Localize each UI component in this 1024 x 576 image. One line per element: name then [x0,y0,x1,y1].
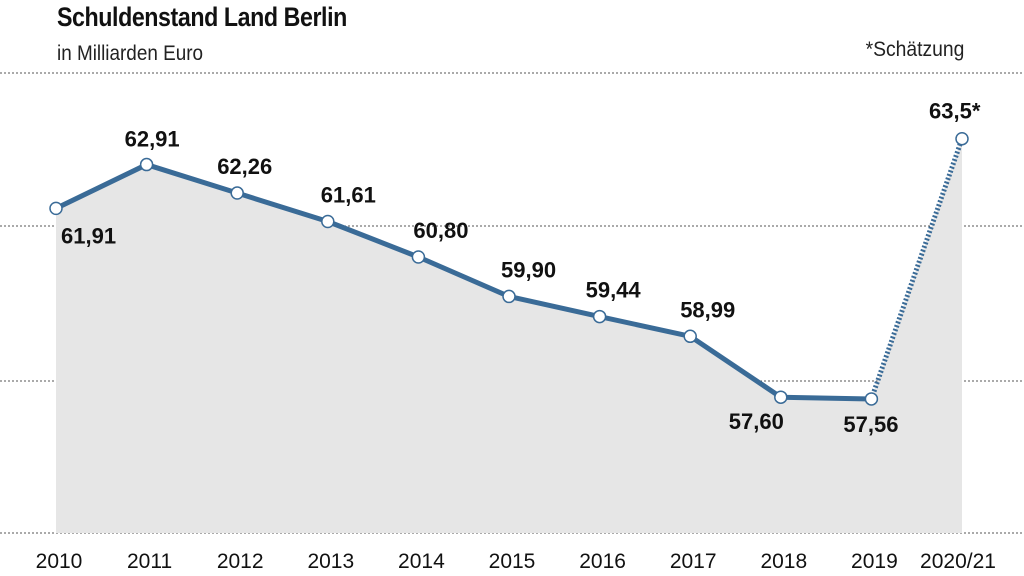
chart-title: Schuldenstand Land Berlin [57,2,347,32]
data-label: 62,26 [217,154,272,179]
data-point [411,250,426,264]
data-point [502,289,516,304]
data-label: 58,99 [680,297,735,322]
data-label: 59,44 [586,278,642,303]
x-tick-label: 2019 [851,550,898,573]
x-tick-label: 2011 [127,550,172,573]
data-label: 62,91 [125,127,180,152]
data-point [955,131,969,146]
x-tick-label: 2012 [217,550,264,573]
data-label: 61,91 [61,223,116,248]
estimate-line [869,137,965,400]
x-tick-label: 2017 [670,550,717,573]
data-label: 63,5* [929,99,981,124]
data-label: 57,60 [729,409,784,434]
estimate-note: *Schätzung [865,38,964,61]
data-point [592,309,607,324]
data-label: 59,90 [501,257,556,282]
data-label: 57,56 [843,412,898,437]
series-line [54,162,872,402]
chart-area-fill [56,138,962,533]
data-point [321,214,335,229]
x-tick-label: 2020/21 [920,550,996,573]
chart-subtitle: in Milliarden Euro [57,42,204,65]
data-point [230,186,244,200]
x-tick-label: 2013 [307,550,354,573]
data-label: 61,61 [321,183,376,208]
data-label: 60,80 [413,218,468,243]
data-point [864,392,879,406]
x-tick-label: 2016 [579,550,626,573]
data-point [49,201,63,216]
data-point [139,157,154,172]
x-tick-label: 2010 [36,550,83,573]
data-point [683,329,697,344]
data-point [774,390,788,404]
x-tick-label: 2018 [760,550,807,573]
x-tick-label: 2015 [489,550,536,573]
x-tick-label: 2014 [398,550,445,573]
